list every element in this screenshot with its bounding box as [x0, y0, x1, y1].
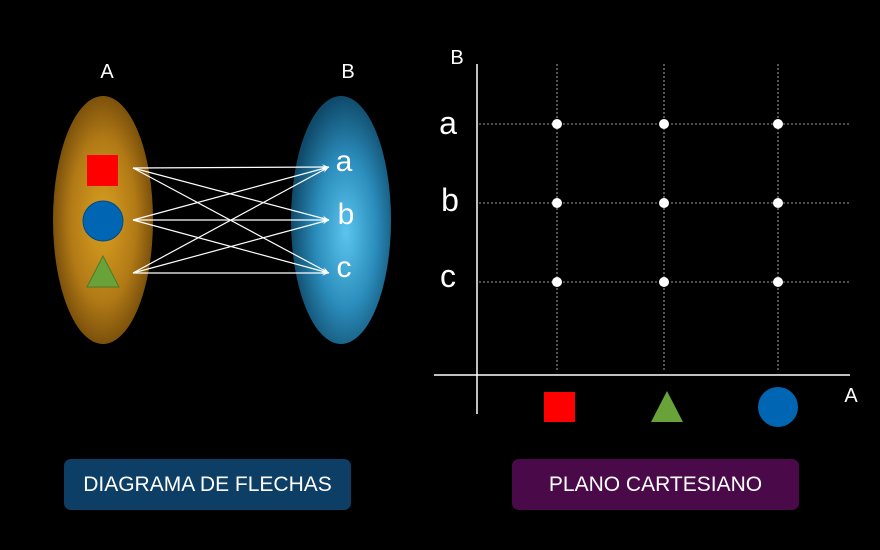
x-tick-red-square-icon [544, 392, 575, 422]
set-b-element-a: a [336, 145, 353, 178]
point-green-triangle-a [659, 119, 669, 129]
x-tick-blue-circle-icon [758, 387, 798, 427]
arrow-green-triangle-to-b [132, 219, 330, 274]
y-axis-label: B [450, 47, 463, 69]
set-b-element-c: c [337, 251, 352, 284]
point-red-square-b [552, 198, 562, 208]
y-tick-a: a [439, 105, 457, 141]
grid [479, 64, 850, 372]
blue-circle-icon [82, 200, 124, 242]
green-triangle-icon [86, 254, 120, 288]
arrow-blue-circle-to-a [132, 166, 330, 221]
cartesian-plane-button-label: PLANO CARTESIANO [548, 472, 763, 496]
y-tick-c: c [440, 258, 456, 294]
y-tick-b: b [441, 182, 459, 218]
arrows [132, 164, 330, 276]
cartesian-plane: B A a b c [434, 47, 858, 427]
arrow-diagram-button[interactable]: DIAGRAMA DE FLECHAS [64, 459, 351, 510]
set-b-label: B [341, 61, 354, 83]
cartesian-plane-button[interactable]: PLANO CARTESIANO [512, 459, 799, 510]
arrow-red-square-to-a [132, 164, 330, 170]
x-axis-label: A [844, 385, 858, 407]
point-red-square-a [552, 119, 562, 129]
set-a-label: A [100, 61, 114, 83]
red-square-icon [87, 155, 118, 186]
point-blue-circle-b [773, 198, 783, 208]
point-green-triangle-c [659, 277, 669, 287]
set-b-ellipse [291, 96, 391, 344]
point-blue-circle-c [773, 277, 783, 287]
arrow-green-triangle-to-a [132, 166, 330, 274]
point-red-square-c [552, 277, 562, 287]
set-b-element-b: b [338, 198, 355, 231]
points [552, 119, 783, 287]
arrow-diagram: A B a b c [53, 61, 391, 344]
point-green-triangle-b [659, 198, 669, 208]
point-blue-circle-a [773, 119, 783, 129]
arrow-diagram-button-label: DIAGRAMA DE FLECHAS [83, 472, 332, 496]
x-tick-green-triangle-icon [651, 391, 683, 422]
